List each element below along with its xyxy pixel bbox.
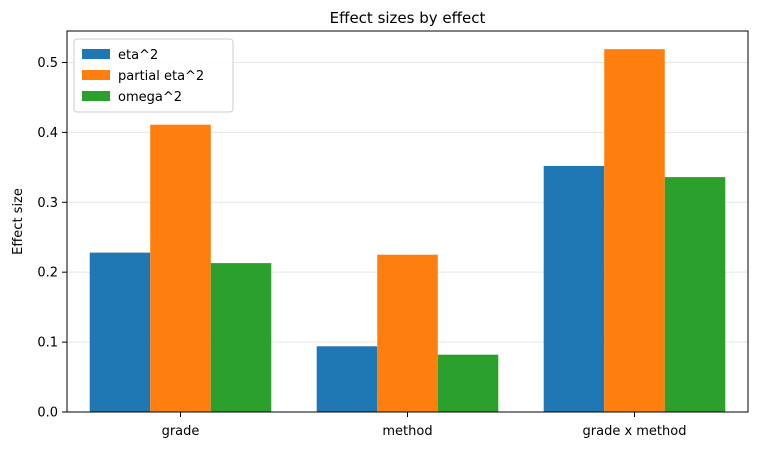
y-axis-label: Effect size xyxy=(11,188,26,255)
bars xyxy=(89,49,726,412)
chart-title: Effect sizes by effect xyxy=(330,9,486,27)
ticks: 0.0 0.1 0.2 0.3 0.4 0.5 grade method grade x met… xyxy=(37,56,686,439)
legend-box xyxy=(73,38,234,113)
y-tick-label: 0.5 xyxy=(37,56,58,71)
bar-grade-x-method-series-2 xyxy=(664,177,726,412)
bar-method-series-1 xyxy=(377,254,438,412)
y-tick-label: 0.4 xyxy=(37,126,58,141)
bar-grade-series-1 xyxy=(150,124,211,412)
bar-grade-x-method-series-0 xyxy=(543,165,605,412)
legend: eta^2 partial eta^2 omega^2 xyxy=(73,38,234,113)
bar-method-series-0 xyxy=(316,346,378,412)
bar-grade-series-0 xyxy=(89,252,151,412)
legend-swatch xyxy=(82,49,110,59)
bar-grade-series-2 xyxy=(210,263,272,412)
x-tick-label: grade x method xyxy=(583,424,687,439)
y-tick-label: 0.1 xyxy=(37,336,58,351)
legend-label: omega^2 xyxy=(118,90,182,105)
bar-grade-x-method-series-1 xyxy=(604,49,665,412)
y-tick-label: 0.3 xyxy=(37,196,58,211)
y-tick-label: 0.0 xyxy=(37,406,58,421)
legend-swatch xyxy=(82,91,110,101)
legend-label: partial eta^2 xyxy=(118,69,204,84)
legend-swatch xyxy=(82,70,110,80)
y-tick-label: 0.2 xyxy=(37,266,58,281)
bar-method-series-2 xyxy=(437,354,499,412)
x-tick-label: method xyxy=(382,424,432,439)
legend-label: eta^2 xyxy=(118,48,158,63)
x-tick-label: grade xyxy=(162,424,200,439)
